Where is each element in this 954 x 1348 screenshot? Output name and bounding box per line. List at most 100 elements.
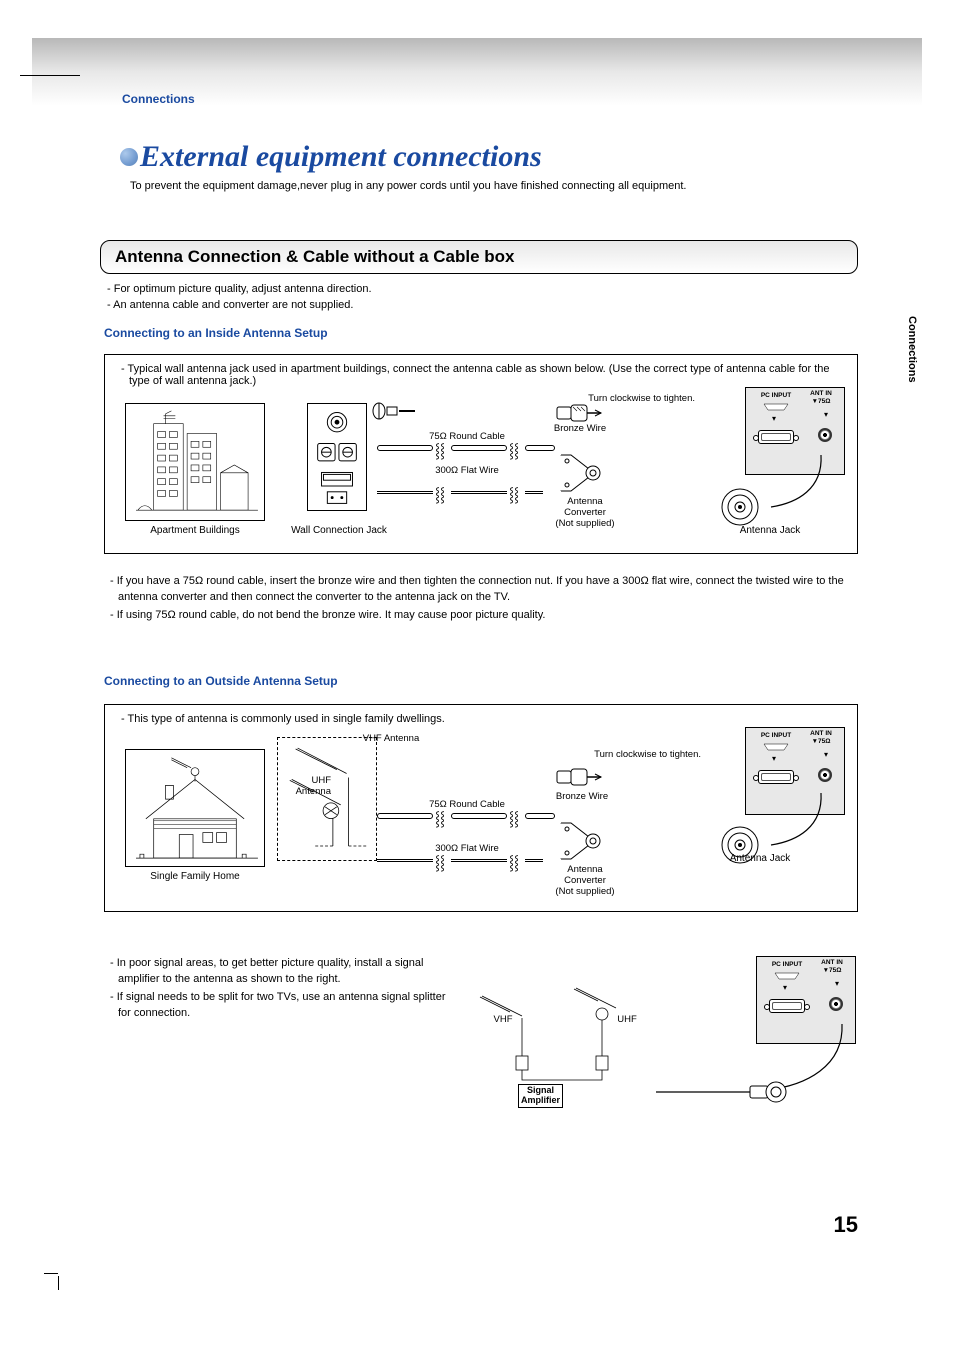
arrow-icon: ▾	[772, 754, 776, 763]
amp-label-1: Signal	[527, 1085, 554, 1095]
uhf-label: UHFAntenna	[275, 775, 331, 797]
inside-diagram-area: Apartment Buildings Wall Connection Jack…	[115, 393, 847, 543]
header-section-label: Connections	[122, 92, 195, 106]
apartment-illustration	[125, 403, 265, 521]
flat-segment	[525, 859, 543, 862]
flat-segment	[377, 859, 433, 862]
note-line: - For optimum picture quality, adjust an…	[104, 282, 372, 298]
ohm-label: ▼75Ω	[804, 738, 838, 745]
arrow-icon: ▾	[772, 414, 776, 423]
converter-label: Antenna Converter (Not supplied)	[547, 497, 623, 530]
vga-port-icon	[758, 770, 794, 784]
vga-port-icon	[758, 430, 794, 444]
flat-wire-label: 300Ω Flat Wire	[417, 843, 517, 854]
inside-box-note: - Typical wall antenna jack used in apar…	[115, 363, 847, 387]
section-heading-box: Antenna Connection & Cable without a Cab…	[100, 240, 858, 274]
coax-port-icon	[829, 997, 843, 1011]
ant-in-label: ANT IN	[815, 959, 849, 966]
note-line: - An antenna cable and converter are not…	[104, 298, 372, 314]
ant-in-label: ANT IN	[804, 390, 838, 397]
flat-segment	[451, 491, 507, 494]
cable-segment	[525, 813, 555, 819]
cable-segment	[451, 445, 507, 451]
antenna-dashed-box	[277, 737, 377, 861]
converter-text: Antenna Converter	[564, 496, 606, 518]
antenna-array-svg	[278, 738, 376, 860]
house-illustration	[125, 749, 265, 867]
amp-antenna-svg	[466, 956, 666, 1106]
vga-top-icon	[773, 971, 801, 981]
plug-svg	[555, 765, 605, 789]
cable-break-icon: ⸾⸾	[509, 853, 519, 872]
note-line: - In poor signal areas, to get better pi…	[104, 956, 454, 988]
bronze-wire-label: Bronze Wire	[547, 791, 617, 802]
section-heading: Antenna Connection & Cable without a Cab…	[115, 247, 843, 267]
arrow-icon: ▾	[824, 410, 828, 419]
cable-break-icon: ⸾⸾	[509, 485, 519, 504]
apartment-svg	[126, 404, 264, 520]
crop-hairline	[20, 75, 80, 76]
page-number: 15	[834, 1212, 858, 1238]
converter-label: Antenna Converter (Not supplied)	[547, 865, 623, 898]
outside-heading: Connecting to an Outside Antenna Setup	[104, 674, 338, 688]
crop-mark	[44, 1273, 58, 1274]
wall-jack-illustration	[307, 403, 367, 511]
wall-jack-svg	[308, 404, 366, 510]
inside-diagram-box: - Typical wall antenna jack used in apar…	[104, 354, 858, 554]
round-cable-label: 75Ω Round Cable	[417, 799, 517, 810]
plug-svg	[555, 401, 605, 425]
vga-port-icon	[769, 999, 805, 1013]
pc-input-label: PC INPUT	[754, 392, 798, 399]
note-line: - If using 75Ω round cable, do not bend …	[104, 608, 858, 624]
flat-wire-label: 300Ω Flat Wire	[417, 465, 517, 476]
cable-break-icon: ⸾⸾	[509, 809, 519, 828]
vhf-label: VHF Antenna	[351, 733, 431, 744]
tighten-label: Turn clockwise to tighten.	[531, 749, 701, 760]
outside-diagram-area: Single Family Home VHF Antenna UHFAntenn…	[115, 731, 847, 901]
cable-break-icon: ⸾⸾	[435, 485, 445, 504]
cable-break-icon: ⸾⸾	[435, 853, 445, 872]
note-line: - If you have a 75Ω round cable, insert …	[104, 574, 858, 606]
house-caption: Single Family Home	[125, 871, 265, 882]
crop-mark	[58, 1276, 59, 1290]
inside-below-notes: - If you have a 75Ω round cable, insert …	[104, 574, 858, 626]
coax-port-icon	[818, 428, 832, 442]
arrow-icon: ▾	[835, 979, 839, 988]
outside-diagram-box: - This type of antenna is commonly used …	[104, 704, 858, 912]
antenna-jack-caption: Antenna Jack	[715, 853, 805, 864]
section-notes: - For optimum picture quality, adjust an…	[104, 282, 372, 314]
antenna-jack-caption: Antenna Jack	[725, 525, 815, 536]
vga-top-icon	[762, 402, 790, 412]
arrow-icon: ▾	[824, 750, 828, 759]
ant-in-label: ANT IN	[804, 730, 838, 737]
page-title-wrap: External equipment connections	[122, 140, 542, 174]
inside-heading: Connecting to an Inside Antenna Setup	[104, 326, 328, 340]
converter-svg	[555, 817, 605, 867]
cable-segment	[377, 813, 433, 819]
cable-break-icon: ⸾⸾	[435, 441, 445, 460]
not-supplied-text: (Not supplied)	[555, 886, 614, 897]
pc-input-label: PC INPUT	[765, 961, 809, 968]
converter-text: Antenna Converter	[564, 864, 606, 886]
uhf-small-label: UHF	[610, 1014, 644, 1025]
cable-segment	[377, 445, 433, 451]
antenna-jack-svg	[715, 485, 765, 529]
side-tab-label: Connections	[906, 316, 918, 383]
flat-segment	[525, 491, 543, 494]
amp-wire-svg	[656, 1016, 856, 1116]
converter-svg	[555, 449, 605, 499]
cable-break-icon: ⸾⸾	[509, 441, 519, 460]
amp-label-2: Amplifier	[521, 1095, 560, 1105]
wall-jack-caption: Wall Connection Jack	[291, 525, 387, 536]
amp-notes: - In poor signal areas, to get better pi…	[104, 956, 454, 1024]
cable-segment	[525, 445, 555, 451]
title-bullet-icon	[120, 148, 138, 166]
arrow-icon: ▾	[783, 983, 787, 992]
vga-top-icon	[762, 742, 790, 752]
signal-amplifier-box: Signal Amplifier	[518, 1084, 563, 1108]
not-supplied-text: (Not supplied)	[555, 518, 614, 529]
coax-port-icon	[818, 768, 832, 782]
page-title: External equipment connections	[122, 140, 542, 174]
ohm-label: ▼75Ω	[815, 967, 849, 974]
flat-segment	[451, 859, 507, 862]
